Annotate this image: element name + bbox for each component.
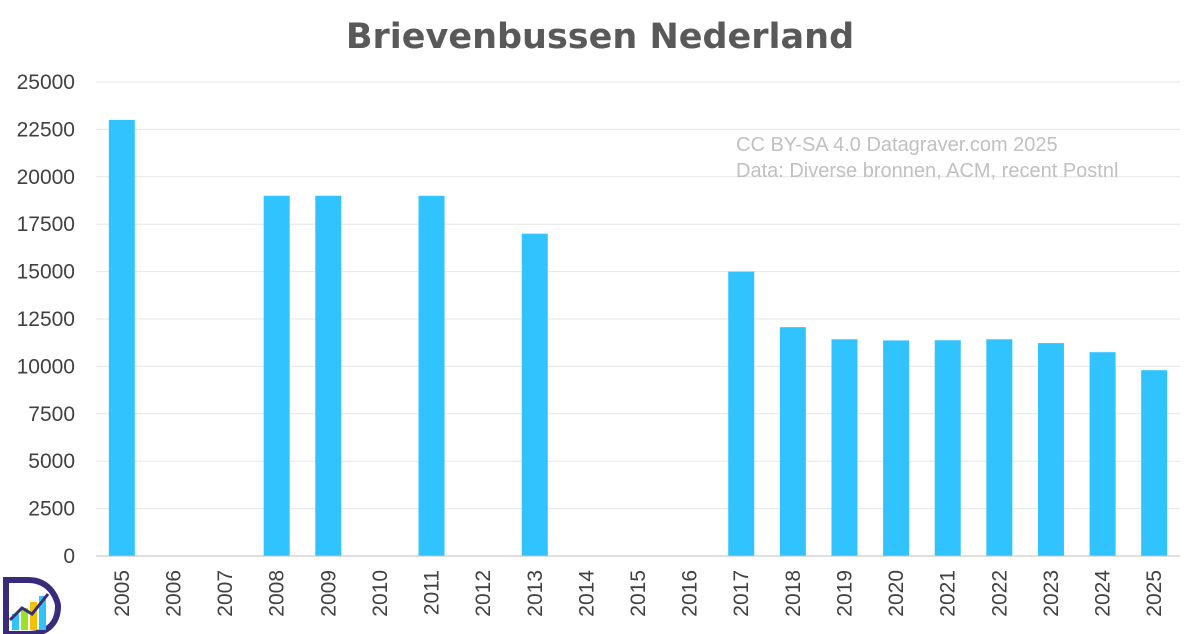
bar-2009: [315, 195, 342, 556]
x-tick-label: 2025: [1143, 570, 1166, 617]
x-tick-label: 2018: [782, 570, 805, 617]
y-tick-label: 5000: [28, 450, 75, 473]
bar-2018: [779, 327, 806, 556]
y-tick-label: 22500: [17, 118, 75, 141]
source-line: Data: Diverse bronnen, ACM, recent Postn…: [736, 160, 1118, 182]
x-tick-label: 2007: [214, 570, 237, 617]
credit-line: CC BY-SA 4.0 Datagraver.com 2025: [736, 134, 1058, 156]
x-tick-label: 2023: [1040, 570, 1063, 617]
y-tick-label: 25000: [17, 71, 75, 94]
y-tick-label: 20000: [17, 166, 75, 189]
x-tick-label: 2013: [524, 570, 547, 617]
x-tick-label: 2016: [679, 570, 702, 617]
bar-2023: [1037, 343, 1064, 556]
x-tick-label: 2017: [730, 570, 753, 617]
x-tick-label: 2020: [885, 570, 908, 617]
bar-2005: [108, 119, 135, 557]
bar-2013: [521, 233, 548, 556]
bar-2017: [728, 271, 755, 556]
x-tick-label: 2006: [162, 570, 185, 617]
y-tick-label: 17500: [17, 213, 75, 236]
x-tick-label: 2009: [317, 570, 340, 617]
x-tick-label: 2015: [627, 570, 650, 617]
y-tick-label: 10000: [17, 355, 75, 378]
y-tick-label: 0: [63, 545, 75, 568]
y-tick-label: 2500: [28, 498, 75, 521]
x-tick-label: 2021: [937, 570, 960, 617]
bar-2021: [934, 340, 961, 556]
x-tick-label: 2022: [988, 570, 1011, 617]
bar-2025: [1141, 370, 1168, 556]
bar-2019: [831, 339, 858, 556]
x-tick-label: 2008: [266, 570, 289, 617]
bar-2022: [986, 339, 1013, 556]
logo-bar-2: [21, 608, 28, 630]
logo-bar-4: [39, 596, 46, 630]
bar-2011: [418, 195, 445, 556]
logo-bar-1: [12, 614, 19, 630]
x-tick-label: 2005: [111, 570, 134, 617]
bar-2020: [883, 340, 910, 556]
y-axis-ticks: 0 2500 5000 7500 10000 12500 15000 17500 20000 22…: [17, 71, 75, 568]
x-axis-ticks: 2005 2006 2007 2008 2009 2010 2011 2012 2013 2014…: [111, 570, 1166, 617]
bar-2008: [263, 195, 290, 556]
bars: [108, 119, 1168, 557]
x-tick-label: 2024: [1092, 570, 1115, 617]
x-tick-label: 2012: [472, 570, 495, 617]
x-tick-label: 2019: [833, 570, 856, 617]
bar-2024: [1089, 352, 1116, 556]
logo-bar-3: [30, 602, 37, 630]
x-tick-label: 2014: [575, 570, 598, 617]
datagraver-logo: [3, 577, 62, 634]
x-tick-label: 2011: [421, 570, 444, 615]
chart-title: Brievenbussen Nederland: [346, 17, 854, 57]
x-tick-label: 2010: [369, 570, 392, 617]
y-tick-label: 7500: [28, 403, 75, 426]
logo-trend-line: [8, 593, 50, 622]
y-tick-label: 12500: [17, 308, 75, 331]
y-tick-label: 15000: [17, 261, 75, 284]
